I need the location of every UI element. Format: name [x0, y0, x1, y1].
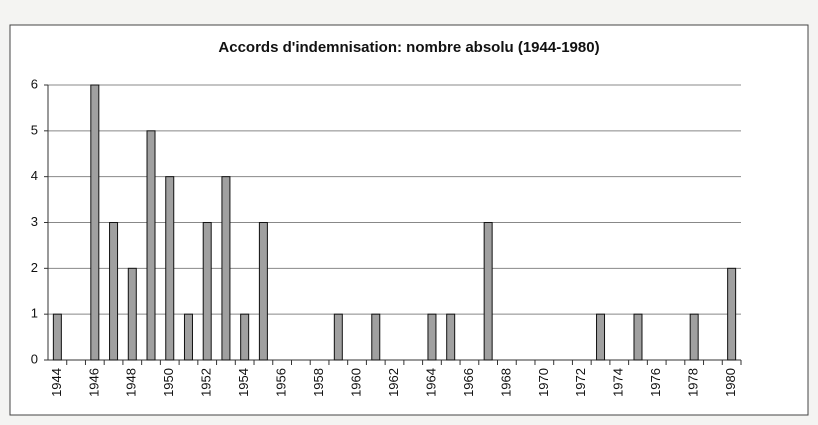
x-tick-label: 1968	[498, 368, 513, 397]
bar	[483, 222, 493, 361]
x-tick-label: 1946	[86, 368, 101, 397]
bar	[371, 313, 381, 361]
y-tick-label: 1	[31, 306, 38, 321]
x-tick-label: 1964	[423, 368, 438, 397]
bar	[596, 313, 606, 361]
bar	[427, 313, 437, 361]
x-tick-label: 1978	[686, 368, 701, 397]
x-tick-label: 1980	[723, 368, 738, 397]
bar	[258, 222, 268, 361]
y-tick-label: 0	[31, 351, 38, 366]
y-tick-label: 4	[31, 168, 38, 183]
y-tick-label: 5	[31, 122, 38, 137]
bar	[127, 267, 137, 361]
y-tick-label: 6	[31, 76, 38, 91]
x-tick-label: 1966	[461, 368, 476, 397]
x-tick-label: 1950	[161, 368, 176, 397]
bar	[52, 313, 62, 361]
x-tick-label: 1976	[648, 368, 663, 397]
y-tick-label: 2	[31, 260, 38, 275]
chart-frame	[9, 24, 809, 416]
x-tick-label: 1952	[199, 368, 214, 397]
bar	[689, 313, 699, 361]
bar	[183, 313, 193, 361]
bar	[446, 313, 456, 361]
bar	[202, 222, 212, 361]
x-tick-label: 1954	[236, 368, 251, 397]
bar	[240, 313, 250, 361]
x-tick-label: 1960	[348, 368, 363, 397]
x-tick-label: 1972	[573, 368, 588, 397]
chart-title: Accords d'indemnisation: nombre absolu (…	[218, 39, 599, 56]
bar	[90, 84, 100, 361]
x-tick-label: 1962	[386, 368, 401, 397]
bar	[333, 313, 343, 361]
x-tick-label: 1970	[536, 368, 551, 397]
bar	[146, 130, 156, 361]
x-tick-label: 1944	[49, 368, 64, 397]
bar	[109, 222, 119, 361]
y-tick-label: 3	[31, 214, 38, 229]
x-tick-label: 1974	[611, 368, 626, 397]
bar	[221, 176, 231, 361]
bar	[165, 176, 175, 361]
bar	[633, 313, 643, 361]
bar	[727, 267, 737, 361]
x-tick-label: 1948	[124, 368, 139, 397]
x-tick-label: 1956	[274, 368, 289, 397]
x-tick-label: 1958	[311, 368, 326, 397]
